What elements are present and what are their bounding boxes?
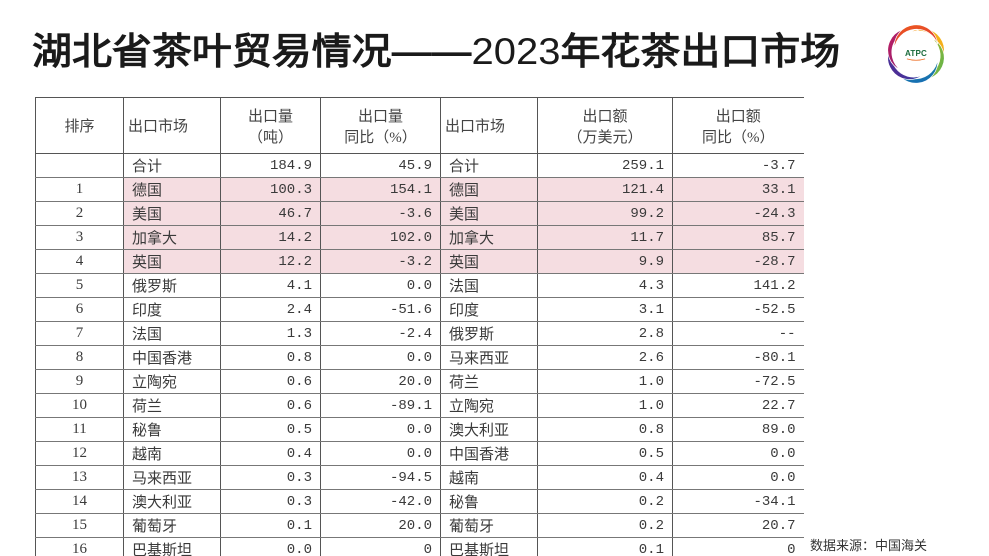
svg-text:ATPC: ATPC (905, 49, 927, 58)
